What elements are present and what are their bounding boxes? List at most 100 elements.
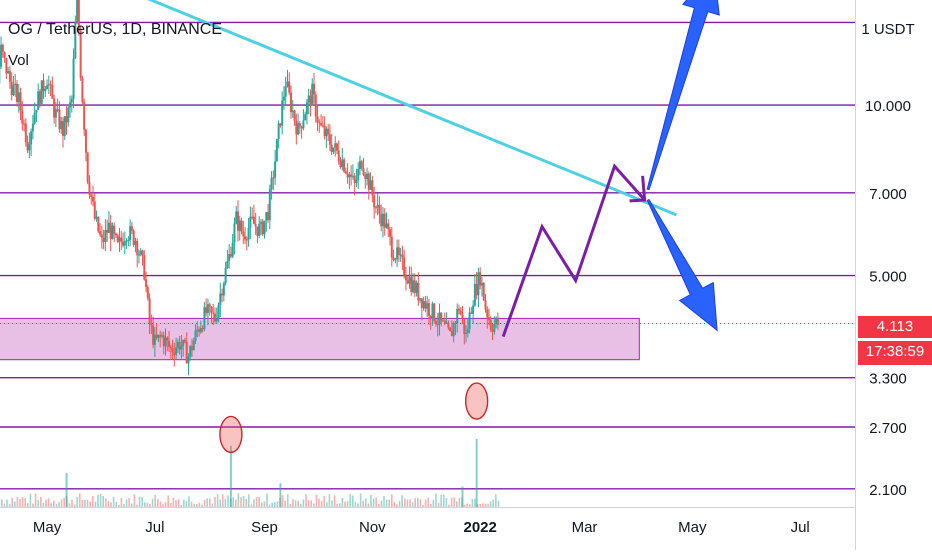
volume-bar — [240, 497, 242, 507]
volume-bar — [48, 498, 50, 507]
candle-body — [442, 320, 444, 321]
volume-bar — [305, 494, 307, 507]
volume-bar — [485, 504, 487, 507]
volume-bar — [76, 497, 78, 507]
volume-bar — [464, 505, 466, 507]
plot-background — [0, 0, 855, 507]
volume-bar — [438, 503, 440, 507]
volume-bar — [495, 494, 497, 507]
candle-body — [122, 241, 124, 245]
candle-body — [161, 335, 163, 336]
volume-bar — [167, 496, 169, 507]
candle-body — [182, 340, 184, 346]
volume-bar — [453, 497, 455, 507]
volume-bar — [196, 504, 198, 507]
candle-body — [285, 86, 287, 96]
candle-body — [327, 129, 329, 135]
volume-bar — [456, 501, 458, 507]
volume-bar — [370, 495, 372, 507]
candle-body — [267, 212, 269, 220]
candle-body — [294, 111, 296, 121]
candle-body — [462, 315, 464, 319]
volume-bar — [147, 503, 149, 507]
volume-bar — [79, 494, 81, 507]
volume-bar — [136, 505, 138, 507]
candle-body — [191, 346, 193, 350]
candle-body — [67, 107, 69, 122]
candle-body — [230, 254, 232, 257]
volume-bar — [43, 503, 45, 507]
candle-body — [410, 277, 412, 292]
candle-body — [281, 100, 283, 125]
x-tick-label: Sep — [251, 519, 278, 536]
candle-body — [398, 247, 400, 255]
volume-bar — [347, 501, 349, 507]
candle-body — [363, 168, 365, 174]
volume-bar — [134, 494, 136, 507]
candle-body — [430, 316, 432, 319]
volume-bar — [287, 494, 289, 507]
candle-body — [343, 160, 345, 172]
volume-bar — [157, 499, 159, 507]
candle-body — [205, 307, 207, 313]
candle-body — [454, 323, 456, 324]
candle-body — [16, 84, 18, 102]
candle-body — [435, 321, 437, 324]
candle-body — [389, 229, 391, 236]
candle-body — [426, 303, 428, 309]
candle-body — [324, 126, 326, 136]
candle-body — [58, 109, 60, 129]
candle-body — [87, 153, 89, 183]
candle-body — [423, 301, 425, 308]
volume-bar — [326, 502, 328, 507]
candle-body — [407, 280, 409, 283]
candle-body — [62, 121, 64, 136]
volume-bar — [443, 495, 445, 507]
candle-body — [209, 304, 211, 307]
candle-body — [334, 143, 336, 147]
candle-body — [481, 283, 483, 286]
volume-bar — [355, 502, 357, 507]
candle-body — [341, 160, 343, 168]
volume-bar — [277, 501, 279, 507]
candle-body — [378, 205, 380, 214]
volume-bar — [193, 504, 195, 507]
volume-bar — [362, 501, 364, 507]
volume-bar — [440, 495, 442, 507]
volume-bar — [357, 503, 359, 507]
candle-body — [274, 161, 276, 177]
highlight-circle — [466, 383, 488, 419]
candle-body — [134, 241, 136, 245]
candle-body — [331, 145, 333, 152]
candle-body — [127, 240, 129, 241]
volume-bar — [17, 497, 19, 507]
candle-body — [490, 320, 492, 330]
volume-bar — [95, 502, 97, 507]
volume-bar — [40, 497, 42, 507]
candle-body — [382, 214, 384, 226]
candle-body — [476, 284, 478, 295]
volume-bar — [217, 494, 219, 507]
candle-body — [458, 309, 460, 311]
candle-body — [253, 217, 255, 224]
volume-bar — [225, 499, 227, 507]
candle-body — [469, 312, 471, 329]
volume-label: Vol — [8, 52, 29, 69]
volume-bar — [165, 502, 167, 507]
volume-bar — [144, 502, 146, 507]
volume-bar — [141, 497, 143, 507]
candle-body — [7, 71, 9, 73]
candle-body — [241, 220, 243, 231]
candle-body — [428, 303, 430, 316]
candle-body — [143, 255, 145, 279]
candle-body — [221, 293, 223, 295]
volume-bar — [316, 495, 318, 507]
volume-bar — [170, 503, 172, 507]
candle-body — [39, 91, 41, 104]
volume-bar — [258, 497, 260, 507]
candle-body — [246, 240, 248, 241]
volume-bar — [342, 498, 344, 507]
candle-body — [104, 230, 106, 242]
